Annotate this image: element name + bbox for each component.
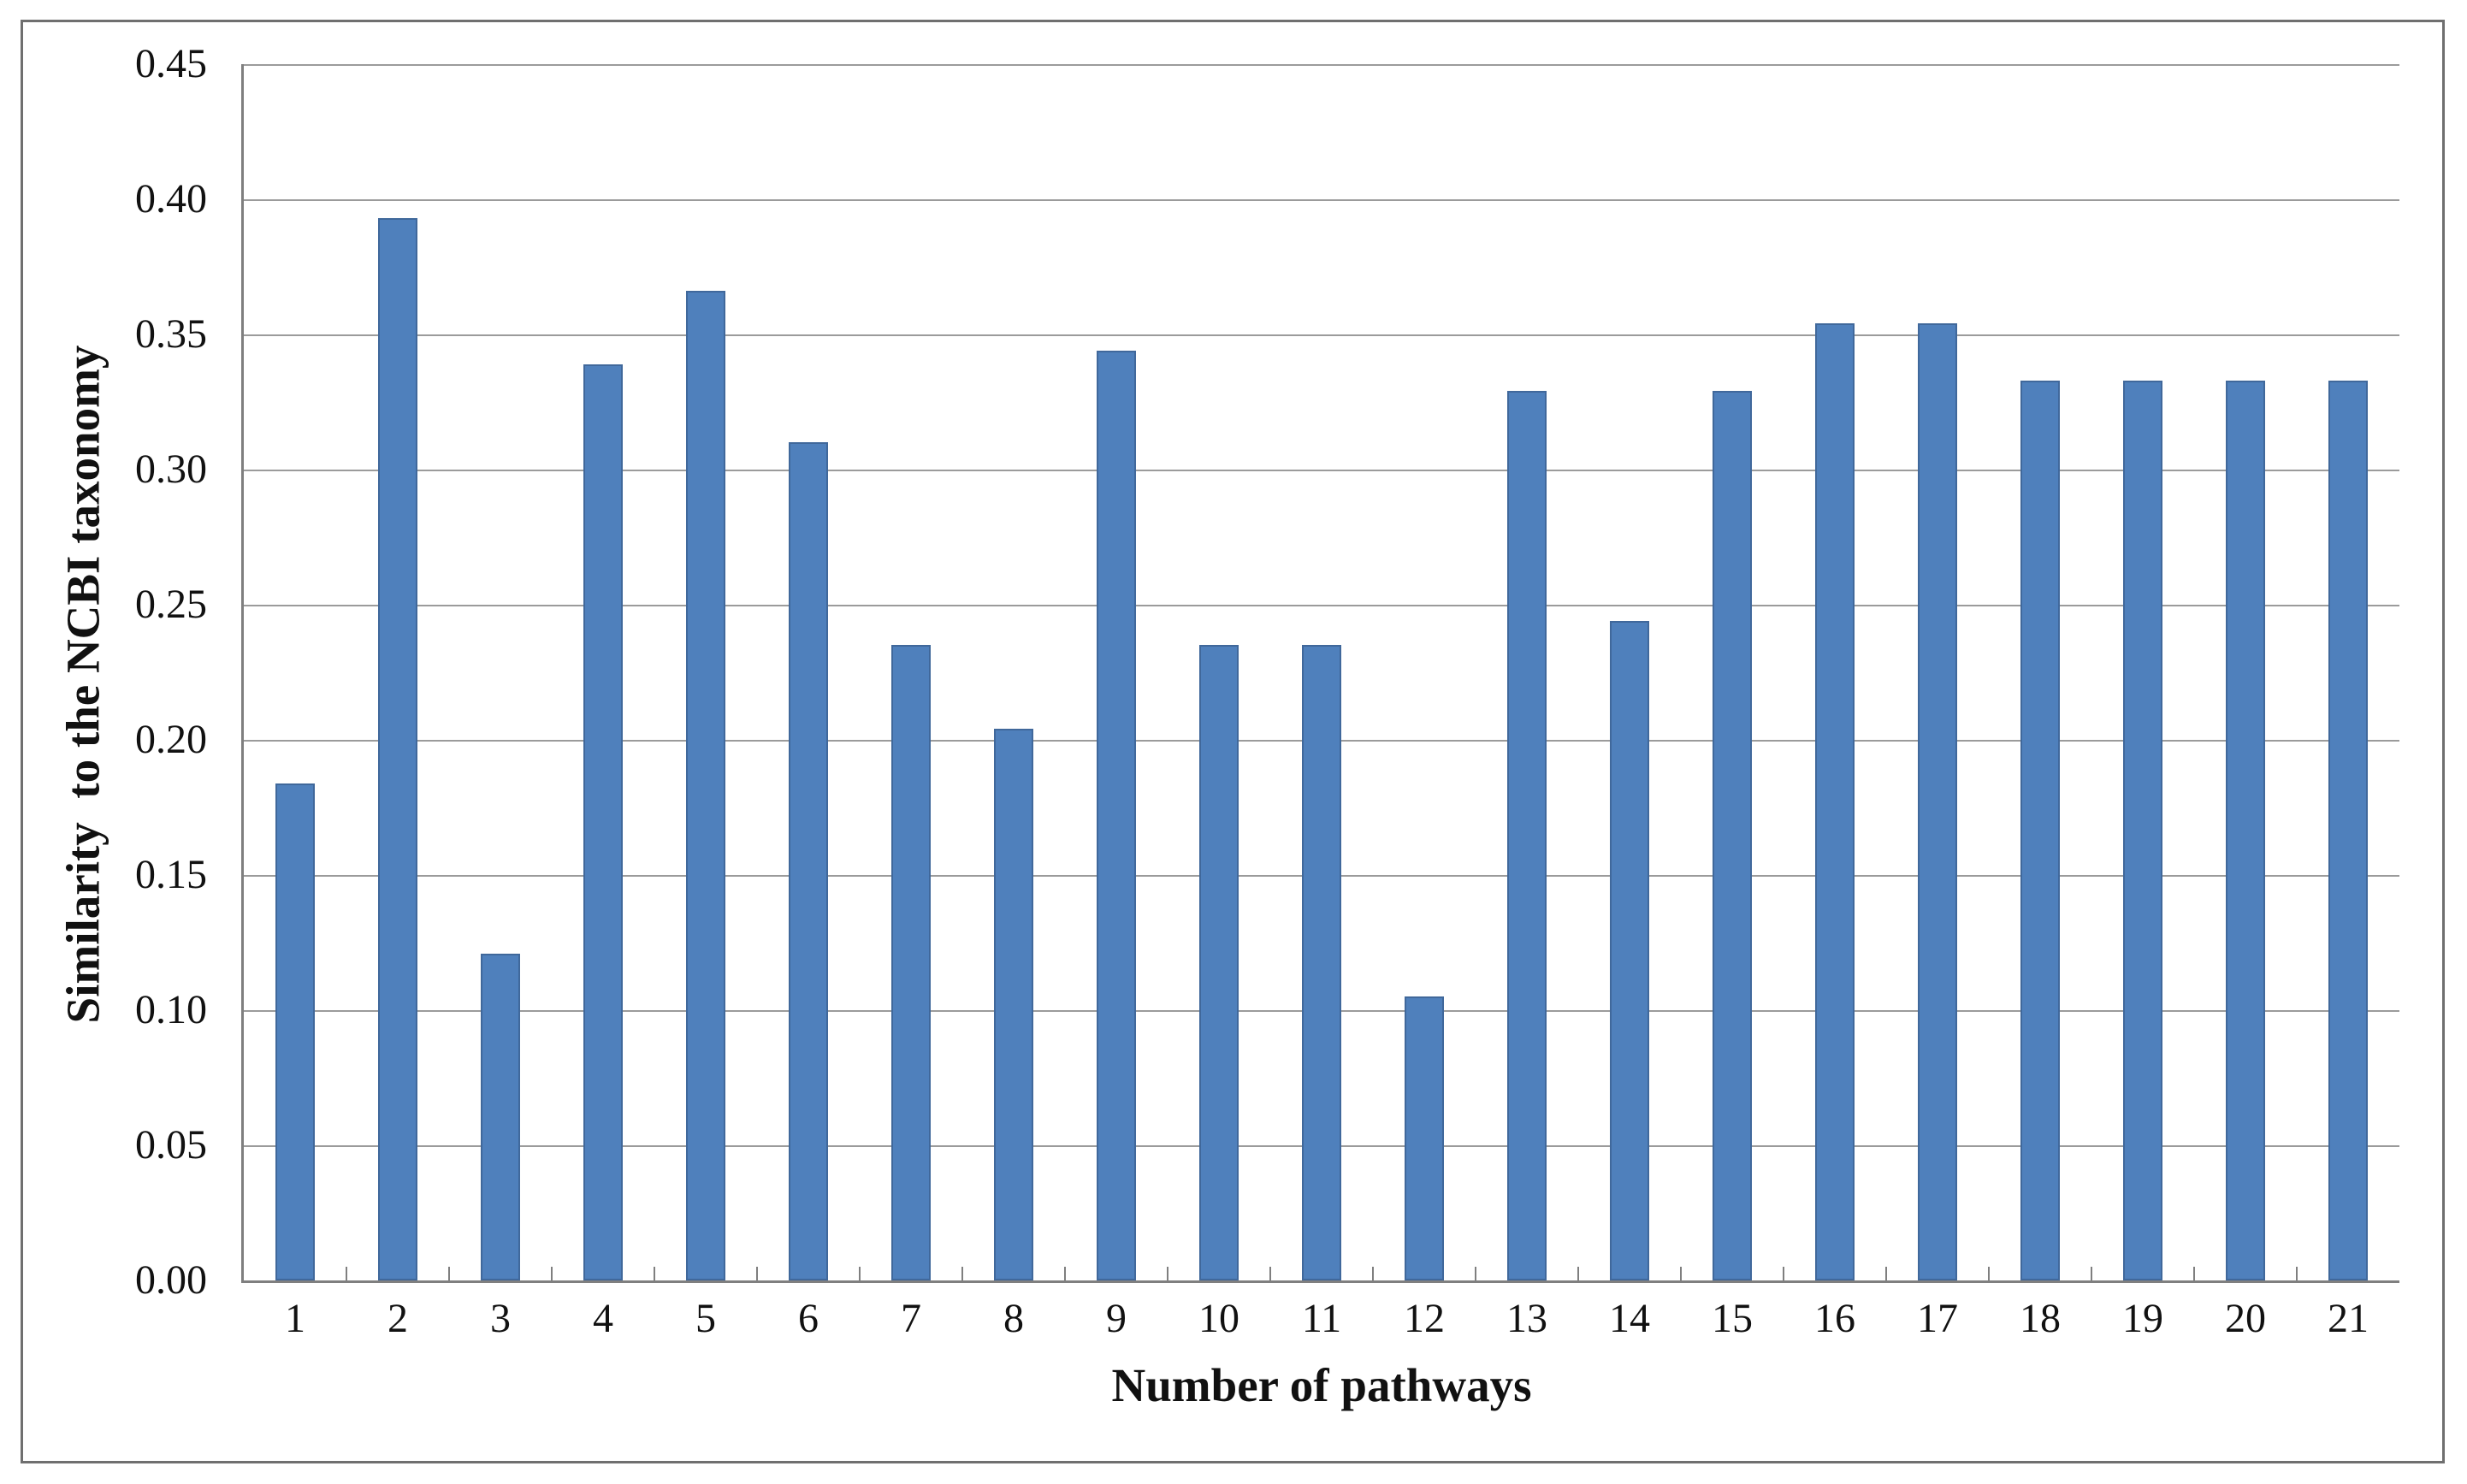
category-boundary-tick — [961, 1267, 963, 1280]
category-boundary-tick — [654, 1267, 655, 1280]
bar-pathways-18 — [2020, 380, 2060, 1280]
plot-area — [241, 64, 2399, 1283]
y-tick-label-0.15: 0.15 — [135, 852, 207, 897]
gridline-0.30 — [244, 470, 2399, 471]
bar-pathways-6 — [789, 442, 828, 1280]
bar-pathways-14 — [1610, 620, 1649, 1280]
category-boundary-tick — [859, 1267, 861, 1280]
category-boundary-tick — [2091, 1267, 2092, 1280]
y-tick-label-0.35: 0.35 — [135, 311, 207, 357]
bar-pathways-5 — [686, 291, 725, 1280]
category-boundary-tick — [448, 1267, 450, 1280]
category-boundary-tick — [346, 1267, 347, 1280]
x-tick-label-4: 4 — [593, 1296, 613, 1341]
category-boundary-tick — [1167, 1267, 1168, 1280]
x-tick-label-10: 10 — [1198, 1296, 1239, 1341]
x-axis-title: Number of pathways — [1111, 1359, 1532, 1411]
y-tick-label-0.25: 0.25 — [135, 582, 207, 627]
bar-pathways-9 — [1097, 350, 1136, 1280]
y-axis-title: Similarity to the NCBI taxonomy — [56, 345, 109, 1024]
category-boundary-tick — [1680, 1267, 1682, 1280]
gridline-0.40 — [244, 199, 2399, 201]
x-axis-line — [241, 1280, 2399, 1283]
bar-pathways-19 — [2123, 380, 2162, 1280]
bar-pathways-12 — [1405, 996, 1444, 1280]
bar-pathways-13 — [1507, 391, 1547, 1280]
category-boundary-tick — [2193, 1267, 2195, 1280]
category-boundary-tick — [756, 1267, 758, 1280]
category-boundary-tick — [551, 1267, 553, 1280]
x-tick-label-19: 19 — [2122, 1296, 2163, 1341]
x-tick-label-9: 9 — [1106, 1296, 1127, 1341]
x-tick-label-5: 5 — [695, 1296, 716, 1341]
x-tick-label-3: 3 — [490, 1296, 511, 1341]
bar-pathways-3 — [481, 953, 520, 1280]
y-tick-label-0.30: 0.30 — [135, 446, 207, 492]
x-tick-label-11: 11 — [1301, 1296, 1342, 1341]
category-boundary-tick — [1269, 1267, 1271, 1280]
bar-pathways-20 — [2226, 380, 2265, 1280]
y-tick-label-0.20: 0.20 — [135, 717, 207, 762]
y-axis-line — [241, 64, 244, 1283]
x-tick-label-2: 2 — [388, 1296, 408, 1341]
bar-pathways-10 — [1199, 645, 1239, 1280]
y-axis-tick-labels: 0.00 0.05 0.10 0.15 0.20 0.25 0.30 0.35 0.40 0.45 — [0, 0, 207, 1484]
x-tick-label-21: 21 — [2328, 1296, 2369, 1341]
bar-pathways-11 — [1302, 645, 1341, 1280]
x-tick-label-1: 1 — [285, 1296, 305, 1341]
bar-pathways-7 — [891, 645, 931, 1280]
x-axis-tick-labels: 1 2 3 4 5 6 7 8 9 10 11 12 13 14 15 16 17 18 19 20 21 — [244, 1293, 2399, 1353]
bar-pathways-16 — [1815, 323, 1855, 1280]
bar-pathways-15 — [1713, 391, 1752, 1280]
x-tick-label-14: 14 — [1609, 1296, 1650, 1341]
gridline-0.25 — [244, 605, 2399, 606]
bar-pathways-8 — [994, 729, 1033, 1280]
x-tick-label-8: 8 — [1003, 1296, 1024, 1341]
category-boundary-tick — [1064, 1267, 1066, 1280]
gridline-0.35 — [244, 334, 2399, 336]
category-boundary-tick — [1577, 1267, 1579, 1280]
bar-pathways-17 — [1918, 323, 1957, 1280]
x-tick-label-13: 13 — [1506, 1296, 1547, 1341]
category-boundary-tick — [1988, 1267, 1990, 1280]
bar-pathways-2 — [378, 218, 417, 1280]
category-boundary-tick — [1783, 1267, 1784, 1280]
category-boundary-tick — [1885, 1267, 1887, 1280]
x-tick-label-6: 6 — [798, 1296, 819, 1341]
y-tick-label-0.40: 0.40 — [135, 176, 207, 222]
category-boundary-tick — [2296, 1267, 2298, 1280]
x-tick-label-7: 7 — [901, 1296, 921, 1341]
gridline-0.45 — [244, 64, 2399, 66]
x-tick-label-12: 12 — [1404, 1296, 1445, 1341]
y-tick-label-0.00: 0.00 — [135, 1257, 207, 1303]
x-tick-label-15: 15 — [1712, 1296, 1753, 1341]
y-tick-label-0.05: 0.05 — [135, 1122, 207, 1168]
bar-pathways-1 — [275, 783, 315, 1280]
x-tick-label-20: 20 — [2225, 1296, 2266, 1341]
x-tick-label-18: 18 — [2020, 1296, 2061, 1341]
x-tick-label-16: 16 — [1814, 1296, 1855, 1341]
x-tick-label-17: 17 — [1917, 1296, 1958, 1341]
category-boundary-tick — [1372, 1267, 1374, 1280]
y-tick-label-0.45: 0.45 — [135, 41, 207, 86]
y-tick-label-0.10: 0.10 — [135, 987, 207, 1032]
bar-pathways-4 — [583, 364, 623, 1280]
bar-pathways-21 — [2328, 380, 2368, 1280]
category-boundary-tick — [1475, 1267, 1476, 1280]
